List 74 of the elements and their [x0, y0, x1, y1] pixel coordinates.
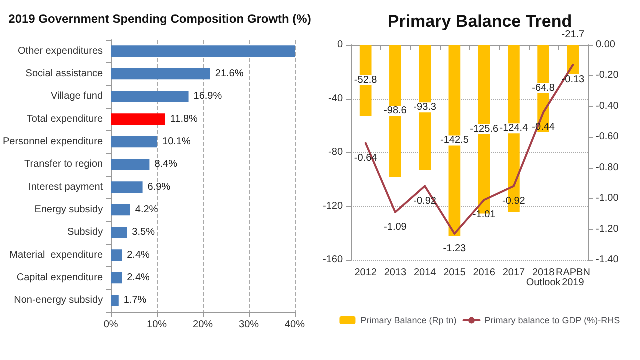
data-label: -1.23	[443, 243, 467, 254]
bar	[111, 204, 130, 216]
data-label: -124.4	[500, 123, 529, 134]
data-label: 11.8%	[170, 114, 198, 125]
x-tick-label: 2016	[473, 268, 496, 278]
data-label: -52.8	[354, 74, 378, 86]
x-tick-label: 10%	[147, 320, 168, 330]
y-tick-label: Interest payment	[28, 182, 104, 193]
chart-title: 2019 Government Spending Composition Growth (%)	[8, 12, 312, 26]
y-tick-label: Material expenditure	[10, 250, 104, 261]
x-tick-label: 30%	[239, 320, 260, 330]
y2-tick-label: -1.40	[596, 254, 620, 266]
y-tick-label: 0	[337, 40, 344, 50]
data-label: 2.4%	[127, 272, 150, 284]
y-tick-label: Energy subsidy	[34, 204, 104, 216]
bar	[111, 182, 143, 193]
y-tick-label: Total expenditure	[26, 114, 104, 125]
y-tick-label: Social assistance	[26, 68, 104, 80]
data-label: 6.9%	[148, 182, 171, 193]
data-label: -93.3	[414, 102, 437, 114]
y2-tick-label: -0.80	[596, 162, 620, 174]
x-tick-label: 0%	[104, 320, 118, 330]
data-label: 21.6%	[215, 68, 244, 80]
bar	[111, 159, 150, 170]
y-tick-label: Personnel expenditure	[2, 136, 104, 148]
bar	[111, 227, 128, 238]
data-label: -64.8	[532, 83, 556, 94]
x-tick-label: 2015	[444, 268, 466, 278]
x-tick-label: 2017	[502, 268, 526, 278]
data-label: 10.1%	[162, 136, 191, 148]
y-tick-label: -40	[328, 93, 344, 104]
y2-tick-label: -1.00	[596, 193, 620, 204]
x-tick-label: 2014	[414, 268, 437, 278]
bar	[111, 46, 295, 57]
y2-tick-label: -0.40	[596, 100, 620, 112]
data-label: -98.6	[384, 106, 408, 117]
y-tick-label: Capital expenditure	[16, 272, 104, 284]
data-label: -142.5	[440, 135, 470, 146]
legend-label: Primary Balance (Rp tn)	[360, 316, 457, 326]
x-tick-label: 2013	[384, 268, 408, 278]
data-label: 2.4%	[127, 250, 150, 261]
data-label: -21.7	[562, 30, 586, 40]
y-tick-label: Non-energy subsidy	[14, 295, 104, 306]
x-tick-label: 40%	[284, 320, 306, 330]
y-tick-label: Other expenditures	[18, 46, 104, 57]
bar	[111, 250, 122, 261]
bar	[111, 91, 189, 102]
chart-title: Primary Balance Trend	[388, 12, 572, 31]
y2-tick-label: -0.60	[596, 132, 620, 143]
bar	[111, 114, 166, 125]
y-tick-label: Subsidy	[67, 227, 104, 238]
y2-tick-label: -0.20	[596, 70, 620, 82]
data-label: 3.5%	[132, 227, 156, 238]
y-tick-label: -160	[323, 254, 344, 266]
data-label: 8.4%	[154, 159, 178, 170]
y2-tick-label: 0.00	[596, 40, 616, 50]
legend-label: Primary balance to GDP (%)-RHS	[484, 316, 620, 326]
y-tick-label: Village fund	[50, 91, 104, 102]
data-label: -125.6	[470, 124, 499, 135]
data-label: -1.01	[472, 210, 496, 221]
data-label: 1.7%	[124, 295, 147, 306]
data-label: 4.2%	[135, 204, 158, 216]
bar	[111, 272, 122, 284]
bar	[111, 295, 119, 306]
bar	[111, 68, 210, 80]
y2-tick-label: -1.20	[596, 224, 620, 235]
data-label: 16.9%	[194, 91, 222, 102]
x-tick-label: 2012	[354, 268, 378, 278]
y-tick-label: -120	[323, 200, 344, 212]
bar	[111, 136, 158, 148]
data-label: -1.09	[384, 222, 408, 233]
x-tick-label: 20%	[193, 320, 214, 330]
y-tick-label: -80	[328, 147, 344, 158]
y-tick-label: Transfer to region	[24, 159, 104, 170]
